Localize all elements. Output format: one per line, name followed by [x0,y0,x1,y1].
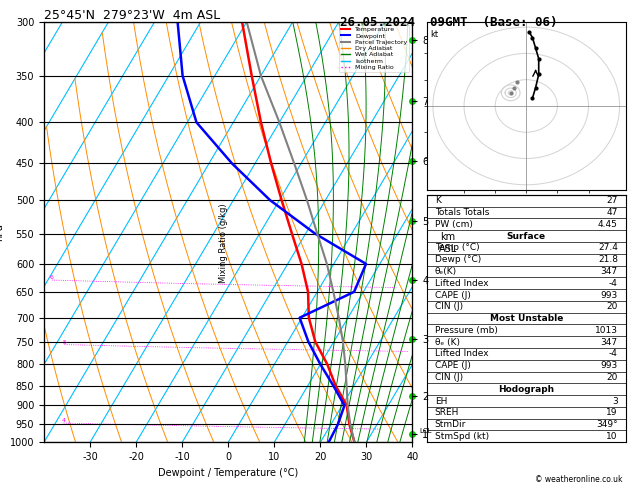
Text: 4: 4 [62,418,65,423]
Text: θₑ(K): θₑ(K) [435,267,457,276]
Text: SREH: SREH [435,408,459,417]
X-axis label: Dewpoint / Temperature (°C): Dewpoint / Temperature (°C) [158,468,298,478]
Text: 3: 3 [612,397,618,405]
Text: 1013: 1013 [595,326,618,335]
Text: StmSpd (kt): StmSpd (kt) [435,432,489,441]
Text: 993: 993 [601,361,618,370]
Text: 20: 20 [606,373,618,382]
Text: 993: 993 [601,291,618,299]
Text: 347: 347 [601,338,618,347]
Text: Lifted Index: Lifted Index [435,279,488,288]
Text: Totals Totals: Totals Totals [435,208,489,217]
Text: kt: kt [430,30,438,39]
Text: 349°: 349° [596,420,618,429]
Text: 27.4: 27.4 [598,243,618,252]
Text: -4: -4 [609,279,618,288]
Text: 5: 5 [62,340,67,345]
Text: CIN (J): CIN (J) [435,302,463,312]
Text: 27: 27 [606,196,618,205]
Text: 47: 47 [606,208,618,217]
Text: 26.05.2024  09GMT  (Base: 06): 26.05.2024 09GMT (Base: 06) [340,16,557,29]
Text: Lifted Index: Lifted Index [435,349,488,358]
Text: Mixing Ratio (g/kg): Mixing Ratio (g/kg) [219,203,228,283]
Text: 19: 19 [606,408,618,417]
Text: Dewp (°C): Dewp (°C) [435,255,481,264]
Text: Temp (°C): Temp (°C) [435,243,479,252]
Text: 6: 6 [50,275,54,280]
Text: © weatheronline.co.uk: © weatheronline.co.uk [535,474,623,484]
Text: Most Unstable: Most Unstable [489,314,563,323]
Legend: Temperature, Dewpoint, Parcel Trajectory, Dry Adiabat, Wet Adiabat, Isotherm, Mi: Temperature, Dewpoint, Parcel Trajectory… [339,25,409,72]
Text: CIN (J): CIN (J) [435,373,463,382]
Text: -4: -4 [609,349,618,358]
Y-axis label: hPa: hPa [0,223,4,241]
Text: Hodograph: Hodograph [498,385,554,394]
Text: 25°45'N  279°23'W  4m ASL: 25°45'N 279°23'W 4m ASL [44,9,220,22]
Text: CAPE (J): CAPE (J) [435,291,470,299]
Text: EH: EH [435,397,447,405]
Text: Pressure (mb): Pressure (mb) [435,326,498,335]
Text: θₑ (K): θₑ (K) [435,338,460,347]
Text: LCL: LCL [420,428,432,434]
Text: 10: 10 [606,432,618,441]
Text: K: K [435,196,440,205]
Text: 347: 347 [601,267,618,276]
Text: StmDir: StmDir [435,420,466,429]
Text: PW (cm): PW (cm) [435,220,472,229]
Text: CAPE (J): CAPE (J) [435,361,470,370]
Text: 21.8: 21.8 [598,255,618,264]
Text: 4.45: 4.45 [598,220,618,229]
Text: 20: 20 [606,302,618,312]
Text: Surface: Surface [507,232,546,241]
Y-axis label: km
ASL: km ASL [439,232,457,254]
